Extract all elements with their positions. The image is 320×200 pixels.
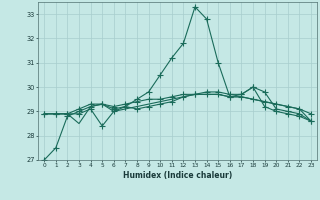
X-axis label: Humidex (Indice chaleur): Humidex (Indice chaleur): [123, 171, 232, 180]
